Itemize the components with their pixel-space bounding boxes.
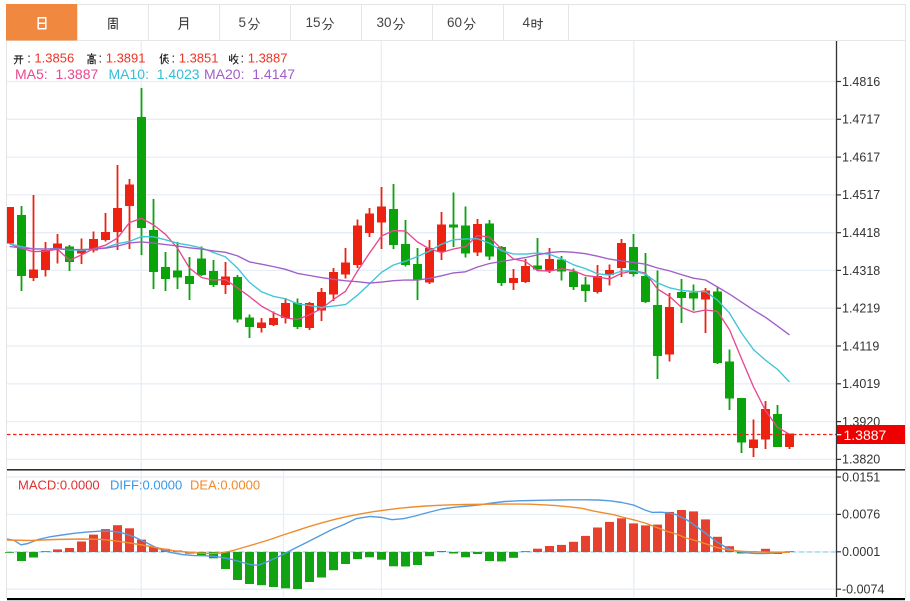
- svg-text:0.0001: 0.0001: [842, 545, 880, 559]
- svg-text:1.4816: 1.4816: [842, 75, 880, 89]
- svg-text:1.4219: 1.4219: [842, 302, 880, 316]
- svg-text:0.0151: 0.0151: [842, 470, 880, 484]
- svg-text:MA5: 1.3887: MA5: 1.3887: [15, 66, 98, 82]
- svg-text:0.0076: 0.0076: [842, 508, 880, 522]
- svg-text:1.4019: 1.4019: [842, 377, 880, 391]
- svg-text:1.4318: 1.4318: [842, 264, 880, 278]
- svg-text:1.3820: 1.3820: [842, 453, 880, 467]
- svg-text:MA20: 1.4147: MA20: 1.4147: [204, 66, 295, 82]
- svg-text:-0.0074: -0.0074: [842, 583, 884, 597]
- svg-text:: 1.3891: : 1.3891: [99, 51, 146, 66]
- svg-text:5: 5: [239, 15, 247, 30]
- svg-text:1.4119: 1.4119: [842, 339, 879, 353]
- svg-text:30: 30: [377, 15, 392, 30]
- svg-text:: 1.3887: : 1.3887: [241, 51, 288, 66]
- svg-text:60: 60: [447, 15, 462, 30]
- svg-text:: 1.3856: : 1.3856: [27, 51, 74, 66]
- svg-text:4: 4: [523, 15, 531, 30]
- svg-text:MACD:0.0000: MACD:0.0000: [18, 478, 100, 493]
- svg-text:15: 15: [306, 15, 321, 30]
- svg-text:1.4617: 1.4617: [842, 150, 880, 164]
- svg-text:1.3887: 1.3887: [844, 427, 887, 443]
- svg-text:1.4517: 1.4517: [842, 188, 880, 202]
- svg-text:DEA:0.0000: DEA:0.0000: [190, 478, 260, 493]
- svg-text:: 1.3851: : 1.3851: [172, 51, 219, 66]
- svg-text:MA10: 1.4023: MA10: 1.4023: [109, 66, 200, 82]
- svg-text:DIFF:0.0000: DIFF:0.0000: [110, 478, 182, 493]
- svg-text:1.4717: 1.4717: [842, 113, 880, 127]
- svg-text:1.4418: 1.4418: [842, 226, 880, 240]
